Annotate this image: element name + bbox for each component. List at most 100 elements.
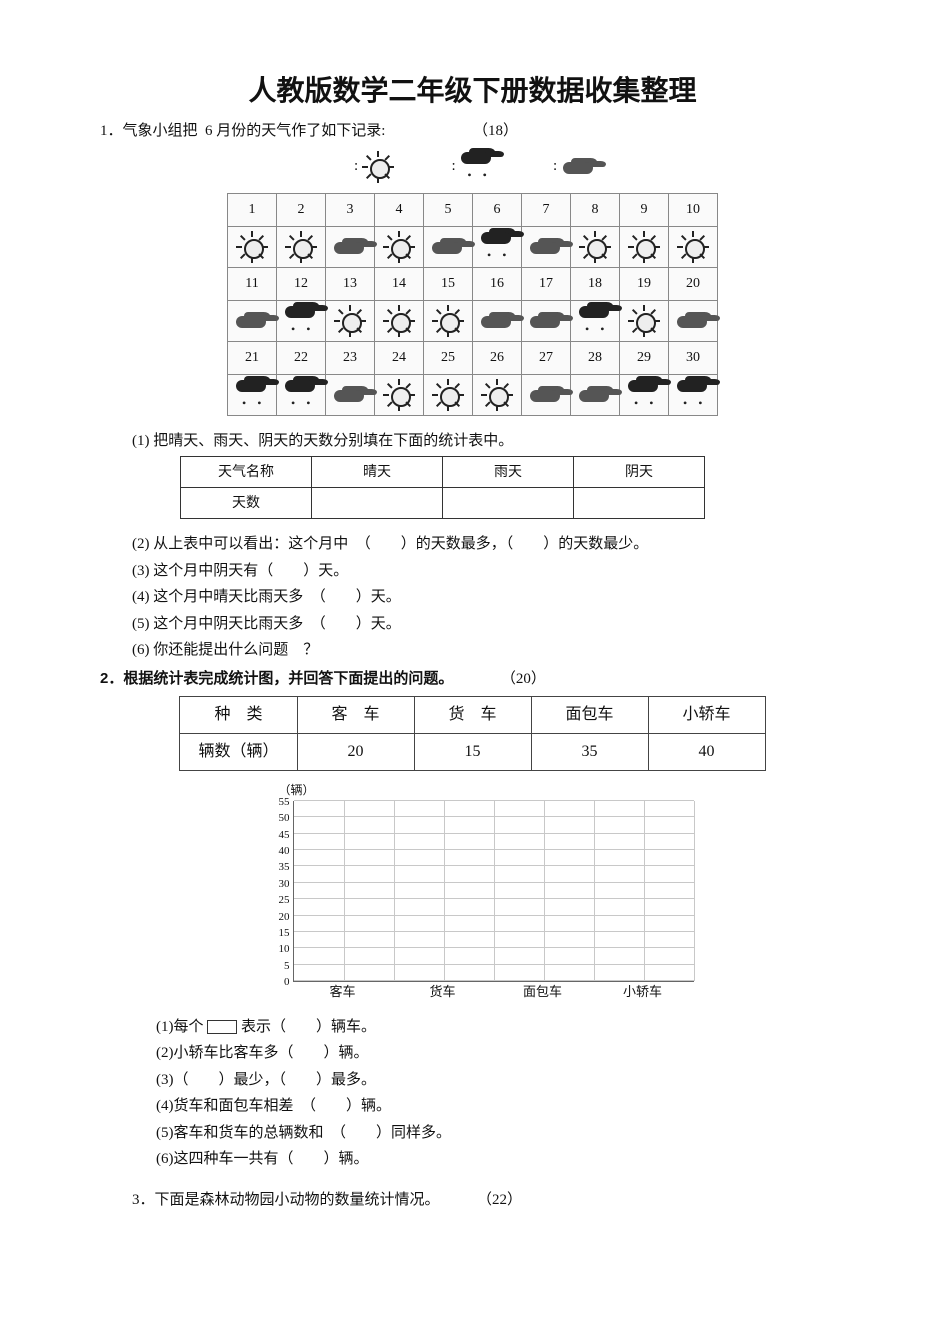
calendar-weather-icon: [620, 300, 669, 341]
calendar-weather-icon: [375, 300, 424, 341]
chart-ytick: 40: [266, 843, 290, 860]
calendar-day: 10: [669, 193, 718, 226]
stats-blank-cell: [443, 488, 574, 519]
calendar-weather-icon: [571, 374, 620, 415]
q1-month: 6 月份的天气作了如下记录:: [205, 123, 385, 139]
calendar-weather-icon: [326, 374, 375, 415]
chart-xlabels: 客车货车面包车小轿车: [293, 982, 693, 1002]
chart-unit: （辆）: [279, 781, 683, 799]
calendar-weather-icon: [228, 374, 277, 415]
calendar-weather-icon: [571, 300, 620, 341]
calendar-weather-icon: [571, 226, 620, 267]
chart-ytick: 55: [266, 794, 290, 811]
stats-header-cell: 雨天: [443, 457, 574, 488]
calendar-weather-icon: [669, 374, 718, 415]
q1-sub1: (1) 把晴天、雨天、阴天的天数分别填在下面的统计表中。: [100, 430, 845, 453]
calendar-weather-icon: [473, 226, 522, 267]
q3-text: 3．下面是森林动物园小动物的数量统计情况。: [132, 1192, 440, 1208]
q1-prefix: 1．气象小组把: [100, 123, 198, 139]
q1-sub3: (3) 这个月中阴天有（ ）天。: [100, 560, 845, 583]
weather-calendar: 1234567891011121314151617181920212223242…: [227, 193, 718, 416]
chart-ytick: 45: [266, 827, 290, 844]
weather-legend: : : :: [100, 151, 845, 183]
calendar-day: 20: [669, 267, 718, 300]
calendar-weather-icon: [277, 226, 326, 267]
calendar-day: 19: [620, 267, 669, 300]
veh-value-cell: 35: [531, 734, 648, 771]
q2-prompt: 2．根据统计表完成统计图，并回答下面提出的问题。 （20）: [100, 668, 845, 691]
calendar-day: 27: [522, 341, 571, 374]
q2-sub1: (1)每个 表示（ ）辆车。: [100, 1016, 845, 1039]
q1-sub5: (5) 这个月中阴天比雨天多 （ ）天。: [100, 613, 845, 636]
calendar-weather-icon: [375, 374, 424, 415]
chart-ytick: 20: [266, 909, 290, 926]
veh-header-cell: 小轿车: [648, 697, 765, 734]
stats-blank-cell: [574, 488, 705, 519]
calendar-day: 1: [228, 193, 277, 226]
vehicle-chart: （辆） 0510152025303540455055 客车货车面包车小轿车: [263, 781, 683, 1002]
calendar-day: 17: [522, 267, 571, 300]
calendar-day: 12: [277, 267, 326, 300]
rainy-icon: [459, 152, 495, 182]
stats-header-cell: 晴天: [312, 457, 443, 488]
calendar-weather-icon: [522, 374, 571, 415]
calendar-day: 23: [326, 341, 375, 374]
q1-sub2: (2) 从上表中可以看出：这个月中 （ ）的天数最多，（ ）的天数最少。: [100, 533, 845, 556]
calendar-day: 3: [326, 193, 375, 226]
chart-grid: 0510152025303540455055: [293, 801, 694, 982]
calendar-day: 13: [326, 267, 375, 300]
chart-ytick: 15: [266, 925, 290, 942]
calendar-weather-icon: [228, 226, 277, 267]
calendar-weather-icon: [326, 226, 375, 267]
veh-header-cell: 面包车: [531, 697, 648, 734]
q2-sub1a: (1)每个: [156, 1019, 204, 1035]
chart-vline: [594, 801, 595, 981]
calendar-day: 30: [669, 341, 718, 374]
veh-header-cell: 种 类: [180, 697, 297, 734]
veh-value-cell: 40: [648, 734, 765, 771]
calendar-day: 4: [375, 193, 424, 226]
calendar-day: 2: [277, 193, 326, 226]
calendar-day: 7: [522, 193, 571, 226]
veh-value-cell: 15: [414, 734, 531, 771]
q2-sub6: (6)这四种车一共有（ ）辆。: [100, 1148, 845, 1171]
calendar-weather-icon: [620, 374, 669, 415]
q2-sub5: (5)客车和货车的总辆数和 （ ）同样多。: [100, 1122, 845, 1145]
calendar-weather-icon: [326, 300, 375, 341]
q2-sub3: (3)（ ）最少，（ ）最多。: [100, 1069, 845, 1092]
chart-ytick: 10: [266, 941, 290, 958]
calendar-day: 25: [424, 341, 473, 374]
q2-sub1b: 表示（ ）辆车。: [241, 1019, 376, 1035]
sunny-icon: [362, 151, 394, 183]
chart-vline: [444, 801, 445, 981]
stats-blank-cell: [312, 488, 443, 519]
calendar-day: 28: [571, 341, 620, 374]
calendar-weather-icon: [277, 374, 326, 415]
vehicle-table: 种 类客 车货 车面包车小轿车辆数（辆）20153540: [179, 696, 765, 771]
q2-sub2: (2)小轿车比客车多（ ）辆。: [100, 1042, 845, 1065]
chart-ytick: 35: [266, 859, 290, 876]
calendar-weather-icon: [228, 300, 277, 341]
q3-points: （22）: [477, 1192, 522, 1208]
calendar-day: 16: [473, 267, 522, 300]
calendar-weather-icon: [424, 226, 473, 267]
calendar-weather-icon: [620, 226, 669, 267]
q1-points: （18）: [473, 123, 518, 139]
chart-ytick: 5: [266, 958, 290, 975]
veh-header-cell: 货 车: [414, 697, 531, 734]
chart-vline: [494, 801, 495, 981]
calendar-day: 5: [424, 193, 473, 226]
chart-ytick: 25: [266, 892, 290, 909]
chart-vline: [344, 801, 345, 981]
chart-vline: [544, 801, 545, 981]
chart-vline: [694, 801, 695, 981]
calendar-day: 8: [571, 193, 620, 226]
calendar-day: 14: [375, 267, 424, 300]
calendar-weather-icon: [669, 226, 718, 267]
q1-sub6: (6) 你还能提出什么问题 ？: [100, 639, 845, 662]
calendar-day: 11: [228, 267, 277, 300]
q1-sub4: (4) 这个月中晴天比雨天多 （ ）天。: [100, 586, 845, 609]
q2-sub4: (4)货车和面包车相差 （ ）辆。: [100, 1095, 845, 1118]
stats-row-label: 天数: [181, 488, 312, 519]
calendar-weather-icon: [424, 374, 473, 415]
